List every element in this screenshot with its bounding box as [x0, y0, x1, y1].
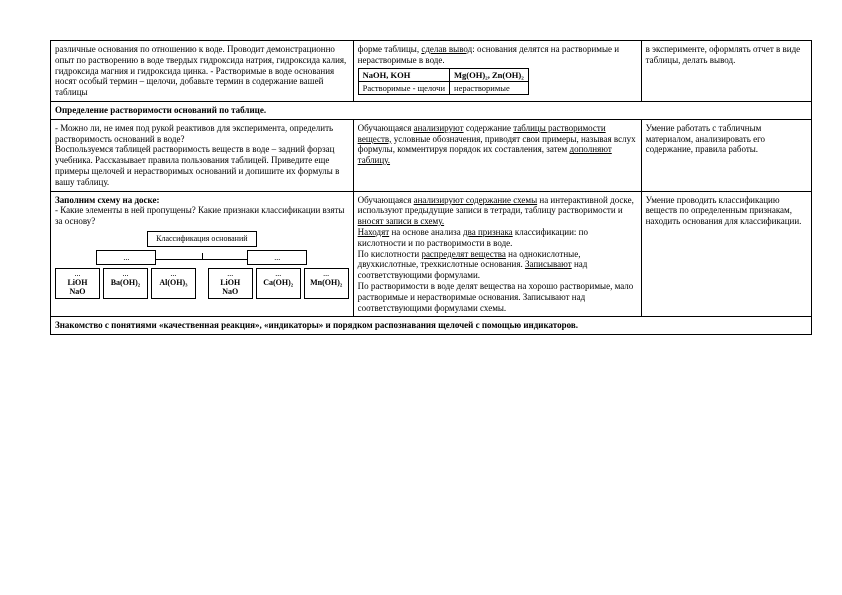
tree-mid-right: ... [247, 250, 307, 266]
r1-teacher: различные основания по отношению к воде.… [51, 41, 354, 102]
leaf-r2: ...Mn(OH)₂ [304, 268, 349, 298]
row5-text: Знакомство с понятиями «качественная реа… [55, 320, 578, 330]
r4c2p4: По растворимости в воде делят вещества н… [358, 281, 634, 313]
r1c2-intro: форме таблицы, сделав вывод: основания д… [358, 44, 619, 65]
mini-h1: NaOH, KOH [358, 68, 449, 81]
leaf-l1: ...Ba(OH)₂ [103, 268, 148, 298]
tree-mid-left: ... [96, 250, 156, 266]
r4-teacher: Заполним схему на доске: - Какие элемент… [51, 191, 354, 317]
r1-student: форме таблицы, сделав вывод: основания д… [353, 41, 641, 102]
r1-outcome: в эксперименте, оформлять отчет в виде т… [641, 41, 811, 102]
mini-r1: Растворимые - щелочи [358, 81, 449, 94]
r1c1-text: различные основания по отношению к воде.… [55, 44, 346, 97]
leaf-l2: ...Al(OH)₃ [151, 268, 196, 298]
r3c2-m1: содержание [464, 123, 514, 133]
r3c2-u1: анализируют [414, 123, 464, 133]
r3c2-pre: Обучающаяся [358, 123, 414, 133]
leaf-r0: ...LiOHNaO [208, 268, 253, 298]
r1c3-text: в эксперименте, оформлять отчет в виде т… [646, 44, 801, 65]
tree-root: Классификация оснований [147, 231, 257, 247]
leaf-l0: ...LiOHNaO [55, 268, 100, 298]
classification-tree: Классификация оснований ... ... ...LiOHN… [55, 231, 349, 299]
r4-student: Обучающаяся анализируют содержание схемы… [353, 191, 641, 317]
r3-outcome: Умение работать с табличным материалом, … [641, 119, 811, 191]
r3c1a: - Можно ли, не имея под рукой реактивов … [55, 123, 333, 144]
r1c2-u: сделав вывод [421, 44, 472, 54]
leaf-r1: ...Ca(OH)₂ [256, 268, 301, 298]
row2-text: Определение растворимости оснований по т… [55, 105, 266, 115]
r3-student: Обучающаяся анализируют содержание табли… [353, 119, 641, 191]
r3-teacher: - Можно ли, не имея под рукой реактивов … [51, 119, 354, 191]
r4-q: - Какие элементы в ней пропущены? Какие … [55, 205, 344, 226]
r3c3: Умение работать с табличным материалом, … [646, 123, 765, 155]
section-header-solubility: Определение растворимости оснований по т… [51, 101, 812, 119]
lesson-plan-table: различные основания по отношению к воде.… [50, 40, 812, 335]
r4-outcome: Умение проводить классификацию веществ п… [641, 191, 811, 317]
solubility-mini-table: NaOH, KOH Mg(OH)₂, Zn(OH)₂ Растворимые -… [358, 68, 529, 95]
r3c1b: Воспользуемся таблицей растворимость вещ… [55, 144, 339, 186]
r4-bold: Заполним схему на доске: [55, 195, 159, 205]
r4c3: Умение проводить классификацию веществ п… [646, 195, 802, 227]
mini-h2: Mg(OH)₂, Zn(OH)₂ [450, 68, 529, 81]
mini-r2: нерастворимые [450, 81, 529, 94]
section-header-indicators: Знакомство с понятиями «качественная реа… [51, 317, 812, 335]
